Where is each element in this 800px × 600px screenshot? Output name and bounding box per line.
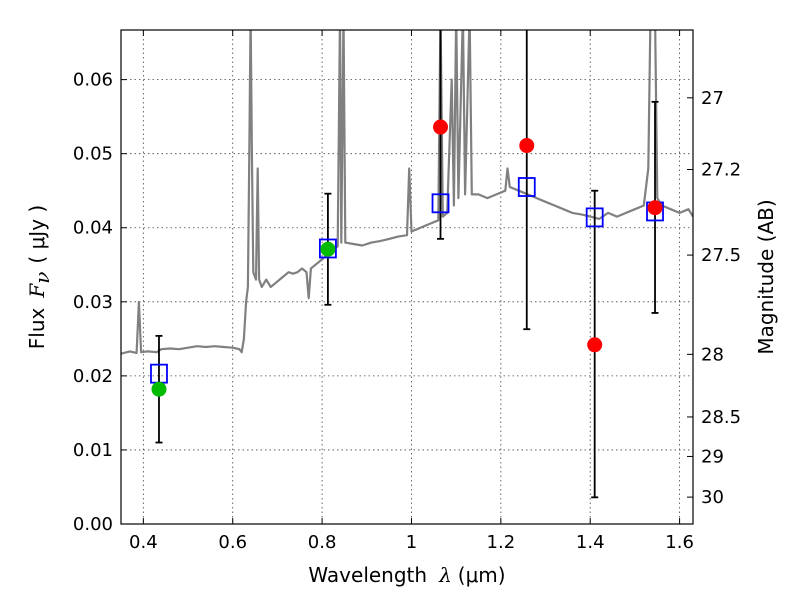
- y-axis-label: FluxFν( μJy ): [25, 205, 54, 349]
- y2-tick-label: 28: [701, 344, 724, 365]
- x-tick-label: 0.6: [218, 532, 247, 553]
- y2-tick-label: 29: [701, 446, 724, 467]
- y-tick-label: 0.00: [73, 514, 113, 535]
- data-circle-point: [519, 138, 535, 154]
- data-circle-point: [433, 119, 449, 135]
- data-circle-point: [587, 337, 603, 353]
- y-tick-label: 0.05: [73, 144, 113, 165]
- model-square-point: [431, 193, 450, 214]
- model-square-point: [517, 177, 536, 197]
- y2-tick-label: 27.5: [701, 245, 741, 266]
- y2-tick-label: 30: [701, 487, 724, 508]
- grid: [121, 30, 693, 525]
- y2-axis-label: Magnitude (AB): [754, 199, 778, 354]
- x-tick-label: 1: [406, 532, 417, 553]
- data-circle-point: [320, 241, 336, 257]
- data-circle-point: [647, 200, 663, 216]
- y-tick-label: 0.03: [73, 292, 113, 313]
- y-tick-label: 0.01: [73, 440, 113, 461]
- x-axis-label: Wavelength λ (μm): [308, 563, 505, 587]
- data-circle-point: [151, 381, 167, 397]
- x-tick-label: 1.4: [576, 532, 605, 553]
- y-tick-label: 0.02: [73, 366, 113, 387]
- y-tick-label: 0.06: [73, 70, 113, 91]
- y2-tick-label: 28.5: [701, 407, 741, 428]
- x-tick-label: 0.4: [129, 532, 158, 553]
- model-square-point: [585, 207, 604, 228]
- ticks: 0.4 0.6 0.8 1 1.2 1.4 1.6 0.00 0.01 0.02 0.03 0.04 0…: [73, 30, 741, 553]
- x-tick-label: 0.8: [308, 532, 337, 553]
- y-tick-label: 0.04: [73, 218, 113, 239]
- x-tick-label: 1.2: [487, 532, 516, 553]
- model-square-point: [319, 238, 337, 259]
- y2-tick-label: 27: [701, 88, 724, 109]
- spectrum-line: [121, 30, 693, 355]
- y2-tick-label: 27.2: [701, 160, 741, 181]
- x-tick-label: 1.6: [665, 532, 694, 553]
- plot-area: [121, 30, 693, 499]
- plot-frame: [120, 29, 694, 525]
